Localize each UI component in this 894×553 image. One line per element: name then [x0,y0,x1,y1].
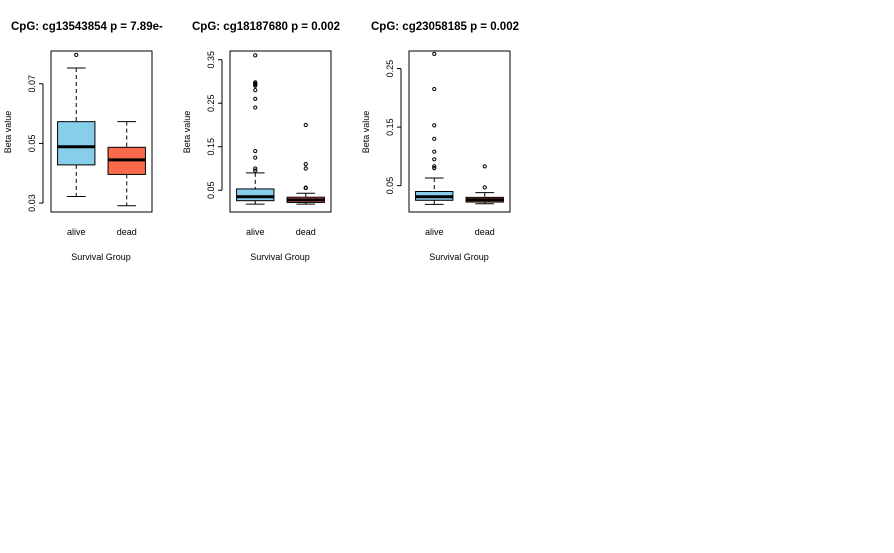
outlier-point [432,149,437,154]
y-axis-title: Beta value [3,111,13,154]
x-tick-label: alive [425,227,444,237]
outlier-point [253,80,258,85]
outlier-point [253,88,258,93]
outlier-point [253,96,258,101]
boxplot-panel-1: CpG: cg13543854 p = 7.89e- Survival Grou… [0,0,180,280]
outlier-point [253,168,258,173]
y-tick-label: 0.03 [27,194,37,212]
x-tick-label: alive [246,227,265,237]
x-axis-title: Survival Group [429,252,489,262]
plot-frame [408,50,511,213]
x-tick-label: dead [117,227,137,237]
outlier-point [482,185,487,190]
outlier-point [74,52,79,57]
y-tick-label: 0.35 [206,51,216,69]
outlier-point [303,122,308,128]
outlier-point [432,86,437,92]
outlier-point [303,185,308,190]
outlier-point [253,105,258,110]
outlier-point [432,164,437,169]
y-tick-label: 0.25 [206,94,216,112]
y-tick-label: 0.25 [385,60,395,78]
outlier-point [303,162,308,167]
y-tick-label: 0.05 [385,177,395,195]
box-alive [57,121,96,166]
boxplot-panel-2: CpG: cg18187680 p = 0.002 Survival Group… [179,0,359,280]
y-tick-label: 0.15 [385,118,395,136]
y-tick-label: 0.15 [206,138,216,156]
outlier-point [432,165,437,171]
outlier-point [253,148,258,154]
box-alive [236,188,275,202]
x-axis-title: Survival Group [250,252,310,262]
plot-title: CpG: cg13543854 p = 7.89e- [11,21,163,33]
x-tick-label: dead [475,227,495,237]
plot-svg-3: CpG: cg23058185 p = 0.002 Survival Group… [361,21,519,262]
outlier-point [303,166,308,171]
x-tick-label: alive [67,227,86,237]
plot-frame [50,50,153,213]
outlier-point [253,166,258,171]
outlier-point [432,157,437,162]
outlier-point [253,155,258,160]
outlier-point [432,123,437,128]
boxplot-panel-3: CpG: cg23058185 p = 0.002 Survival Group… [358,0,538,280]
outlier-point [432,136,437,141]
y-tick-label: 0.05 [27,135,37,153]
y-tick-label: 0.05 [206,181,216,199]
plot-title: CpG: cg18187680 p = 0.002 [192,21,340,33]
y-axis-title: Beta value [361,111,371,154]
y-tick-label: 0.07 [27,75,37,93]
outlier-point [253,53,258,58]
plot-frame [229,50,332,213]
x-axis-title: Survival Group [71,252,131,262]
plot-svg-1: CpG: cg13543854 p = 7.89e- Survival Grou… [3,21,163,262]
outlier-point [482,164,487,169]
x-tick-label: dead [296,227,316,237]
plot-title: CpG: cg23058185 p = 0.002 [371,21,519,33]
plot-svg-2: CpG: cg18187680 p = 0.002 Survival Group… [182,21,340,262]
outlier-point [432,51,437,57]
y-axis-title: Beta value [182,111,192,154]
